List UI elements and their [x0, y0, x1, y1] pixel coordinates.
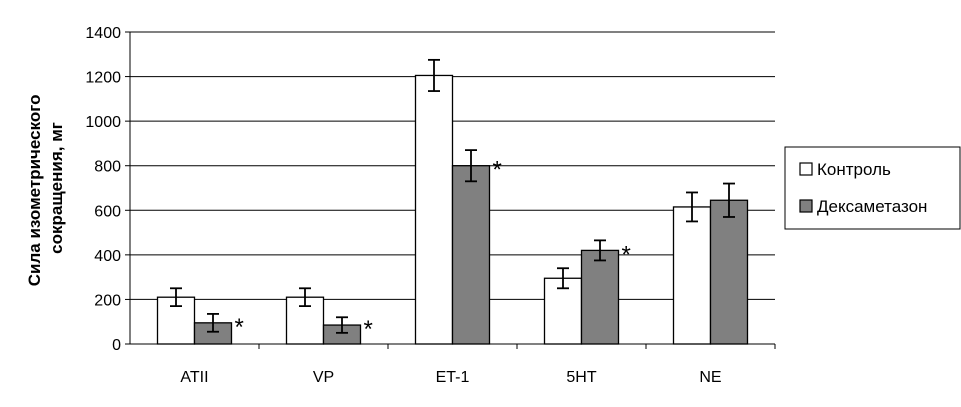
- legend-label: Контроль: [817, 160, 891, 179]
- y-tick-label: 600: [94, 203, 121, 220]
- bar-dexamethasone: [580, 249, 620, 345]
- bar-dexamethasone: [451, 165, 491, 345]
- bar-dexamethasone: [709, 199, 749, 345]
- legend-swatch: [799, 162, 813, 176]
- y-tick-label: 200: [94, 292, 121, 309]
- x-tick-label: VP: [313, 369, 334, 386]
- y-tick-label: 1000: [85, 114, 121, 131]
- significance-asterisk: *: [493, 157, 502, 184]
- y-tick-label: 0: [112, 337, 121, 354]
- y-tick-label: 400: [94, 248, 121, 265]
- y-axis-title: Сила изометрического сокращения, мг: [25, 90, 66, 287]
- y-tick-labels: 0 200 400 600 800 1000 1200 1400: [85, 25, 121, 354]
- legend-swatch: [799, 199, 813, 213]
- significance-asterisk: *: [235, 314, 244, 341]
- significance-annotations: * * * *: [235, 157, 631, 343]
- bars-layer: [156, 74, 749, 345]
- x-tick-label: ET-1: [436, 369, 470, 386]
- bar-control: [672, 206, 712, 345]
- y-axis-title-line-2: сокращения, мг: [47, 122, 66, 254]
- x-tick-label: ATII: [180, 369, 208, 386]
- axes: [129, 32, 775, 345]
- x-tick-label: NE: [699, 369, 721, 386]
- legend: Контроль Дексаметазон: [784, 146, 961, 230]
- y-tick-label: 1200: [85, 70, 121, 87]
- legend-frame: [784, 146, 961, 230]
- legend-label: Дексаметазон: [817, 197, 927, 216]
- x-tick-label: 5HT: [566, 369, 596, 386]
- y-tick-label: 1400: [85, 25, 121, 42]
- y-tick-label: 800: [94, 159, 121, 176]
- bar-control: [414, 74, 454, 345]
- significance-asterisk: *: [364, 316, 373, 343]
- y-axis-title-line-1: Сила изометрического: [25, 94, 44, 286]
- error-bars-layer: [170, 58, 735, 334]
- x-tick-labels: ATII VP ET-1 5HT NE: [180, 369, 721, 386]
- significance-asterisk: *: [622, 241, 631, 268]
